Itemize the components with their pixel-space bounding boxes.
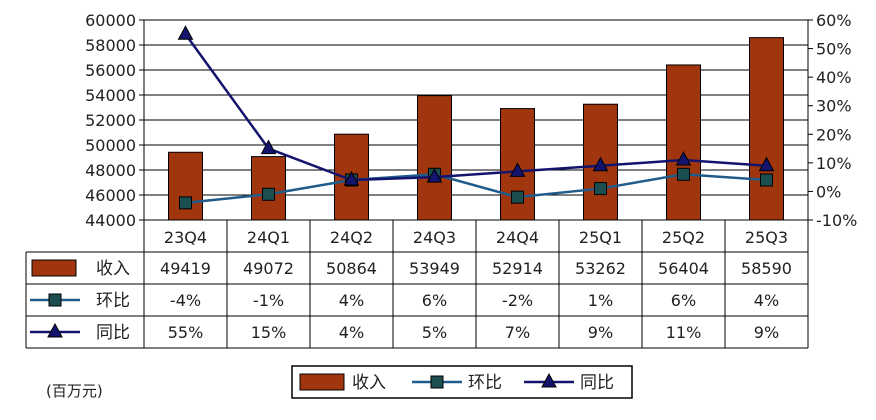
revenue-cell: 49419: [160, 259, 211, 278]
yoy-point: [758, 156, 775, 172]
legend-revenue-label: 收入: [352, 373, 386, 393]
qoq-cell: 6%: [422, 291, 447, 310]
qoq-point: [262, 187, 275, 201]
left-tick-label: 58000: [85, 36, 136, 55]
category-label: 23Q4: [164, 228, 207, 247]
left-tick-label: 54000: [85, 86, 136, 105]
revenue-cell: 50864: [326, 259, 377, 278]
legend-revenue-key: [299, 373, 345, 391]
qoq-cell: -2%: [502, 291, 533, 310]
yoy-cell: 5%: [422, 323, 447, 342]
yoy-cell: 55%: [168, 323, 204, 342]
yoy-point: [592, 156, 609, 172]
qoq-cell: -4%: [170, 291, 201, 310]
yoy-cell: 4%: [339, 323, 364, 342]
data-table: 23Q4 24Q1 24Q2 24Q3 24Q4 25Q1 25Q2 25Q3 收入 49419 4…: [25, 219, 809, 349]
qoq-point: [760, 173, 773, 187]
yoy-point: [675, 150, 692, 166]
left-tick-label: 56000: [85, 61, 136, 80]
right-tick-label: 50%: [816, 40, 852, 59]
revenue-bar: [666, 64, 701, 221]
axes: 44000 46000 48000 50000 52000 54000 56000 58000…: [85, 11, 857, 230]
revenue-bar: [168, 151, 203, 221]
left-tick-label: 50000: [85, 136, 136, 155]
category-label: 25Q3: [745, 228, 788, 247]
legend-qoq-label: 环比: [468, 373, 502, 393]
qoq-point: [511, 190, 524, 204]
right-tick-label: -10%: [816, 211, 857, 230]
legend-yoy-label: 同比: [580, 373, 614, 393]
revenue-bars: [168, 37, 784, 221]
revenue-cell: 56404: [658, 259, 709, 278]
qoq-point: [677, 167, 690, 181]
qoq-cell: 1%: [588, 291, 613, 310]
left-tick-label: 44000: [85, 211, 136, 230]
right-tick-label: 30%: [816, 97, 852, 116]
yoy-cell: 15%: [251, 323, 287, 342]
category-label: 24Q3: [413, 228, 456, 247]
grid-lines: [144, 19, 808, 221]
qoq-point: [179, 196, 192, 210]
yoy-point: [260, 139, 277, 155]
yoy-point: [509, 162, 526, 177]
yoy-point: [177, 25, 194, 40]
revenue-cell: 53949: [409, 259, 460, 278]
revenue-cell: 49072: [243, 259, 294, 278]
category-label: 24Q1: [247, 228, 290, 247]
qoq-point: [594, 182, 607, 196]
yoy-cell: 9%: [588, 323, 613, 342]
revenue-bar: [417, 95, 452, 221]
revenue-row-label: 收入: [96, 259, 130, 279]
revenue-bar: [251, 156, 286, 221]
revenue-row-key: [31, 259, 77, 277]
yoy-point: [343, 170, 360, 186]
left-tick-label: 48000: [85, 161, 136, 180]
revenue-cell: 58590: [741, 259, 792, 278]
qoq-cell: 4%: [339, 291, 364, 310]
qoq-line: [185, 173, 767, 205]
revenue-cell: 53262: [575, 259, 626, 278]
legend-yoy-key-marker: [541, 372, 557, 388]
yoy-row-label: 同比: [96, 323, 130, 343]
qoq-cell: -1%: [253, 291, 284, 310]
yoy-cell: 7%: [505, 323, 530, 342]
category-label: 24Q4: [496, 228, 539, 247]
unit-note: (百万元): [46, 382, 103, 400]
yoy-line: [184, 33, 767, 182]
qoq-row-label: 环比: [96, 291, 130, 311]
category-label: 25Q2: [662, 228, 705, 247]
right-tick-label: 60%: [816, 11, 852, 30]
revenue-bar: [749, 37, 784, 221]
right-tick-label: 20%: [816, 125, 852, 144]
category-label: 25Q1: [579, 228, 622, 247]
left-tick-label: 46000: [85, 186, 136, 205]
category-label: 24Q2: [330, 228, 373, 247]
left-tick-label: 60000: [85, 11, 136, 30]
revenue-cell: 52914: [492, 259, 543, 278]
series-lines: [177, 25, 775, 210]
right-tick-label: 40%: [816, 68, 852, 87]
right-tick-label: 0%: [816, 182, 841, 201]
legend: 收入 环比 同比: [291, 365, 633, 399]
yoy-cell: 9%: [754, 323, 779, 342]
yoy-row-key-marker: [47, 322, 63, 338]
qoq-cell: 6%: [671, 291, 696, 310]
right-tick-label: 10%: [816, 154, 852, 173]
legend-qoq-key-marker: [430, 375, 444, 389]
yoy-point: [426, 168, 443, 183]
yoy-cell: 11%: [666, 323, 702, 342]
qoq-row-key-marker: [48, 293, 62, 307]
qoq-cell: 4%: [754, 291, 779, 310]
left-tick-label: 52000: [85, 111, 136, 130]
